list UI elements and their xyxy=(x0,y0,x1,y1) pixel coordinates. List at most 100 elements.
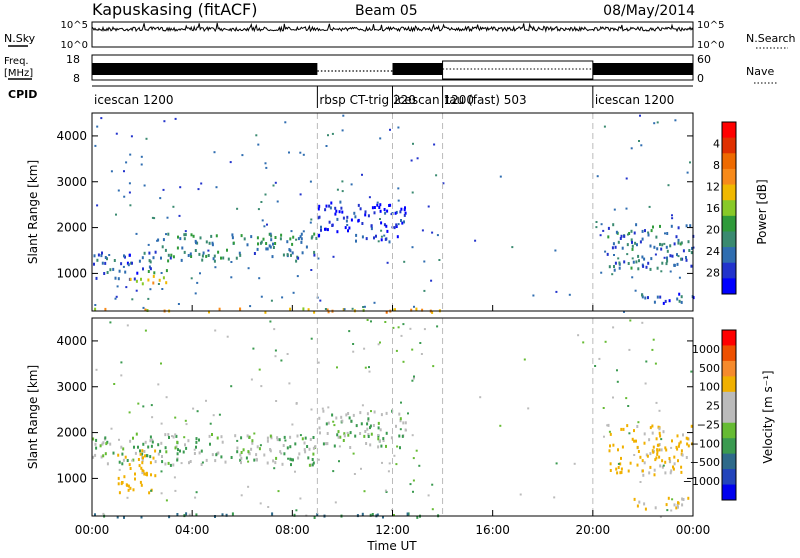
data-cell xyxy=(324,208,327,212)
data-cell xyxy=(415,449,418,452)
data-cell xyxy=(121,462,124,466)
data-cell xyxy=(269,449,272,453)
data-cell xyxy=(199,236,202,240)
data-cell xyxy=(325,145,328,147)
data-cell xyxy=(175,434,178,438)
data-cell xyxy=(527,407,530,410)
data-cell xyxy=(348,416,351,420)
power-colorbar: 4 8 12 16 20 24 28 xyxy=(706,121,737,295)
data-cell xyxy=(301,251,304,255)
data-cell xyxy=(360,422,363,426)
data-cell xyxy=(399,419,402,423)
power-y-label: Slant Range [km] xyxy=(26,160,40,264)
data-cell xyxy=(241,154,244,157)
data-cell xyxy=(687,496,690,500)
data-cell xyxy=(109,268,112,272)
data-cell xyxy=(377,421,380,425)
data-cell xyxy=(677,459,679,463)
data-cell xyxy=(221,440,224,444)
data-cell xyxy=(686,437,689,441)
data-cell xyxy=(318,416,321,420)
data-cell xyxy=(188,513,191,516)
data-cell xyxy=(196,281,199,284)
y-tick-label: 3000 xyxy=(56,175,87,189)
data-cell xyxy=(360,467,362,470)
data-cell xyxy=(654,253,657,256)
data-cell xyxy=(680,449,683,453)
data-cell xyxy=(167,461,170,465)
data-cell xyxy=(685,256,687,259)
colorbar-swatch xyxy=(722,360,736,377)
data-cell xyxy=(669,244,672,248)
data-cell xyxy=(263,225,266,228)
data-cell xyxy=(262,237,265,241)
colorbar-swatch xyxy=(722,469,736,486)
data-cell xyxy=(295,509,298,512)
data-cell xyxy=(431,483,434,486)
data-cell xyxy=(150,444,153,448)
data-cell xyxy=(290,253,292,257)
data-cell xyxy=(339,435,342,439)
data-cell xyxy=(284,121,287,124)
data-cell xyxy=(163,120,166,123)
data-cell xyxy=(275,456,278,460)
data-cell xyxy=(373,236,375,240)
data-cell xyxy=(398,434,401,438)
data-cell xyxy=(334,206,337,210)
data-cell xyxy=(393,226,396,230)
data-cell xyxy=(382,437,385,441)
data-cell xyxy=(639,455,642,459)
data-cell xyxy=(126,324,129,327)
colorbar-frame xyxy=(721,121,737,295)
data-cell xyxy=(283,452,286,456)
data-cell xyxy=(180,462,183,465)
data-cell xyxy=(177,448,179,452)
data-cell xyxy=(629,461,632,465)
data-cell xyxy=(125,286,128,289)
data-cell xyxy=(630,238,633,242)
data-cell xyxy=(256,236,259,240)
data-cell xyxy=(431,508,434,511)
data-cell xyxy=(621,246,624,250)
data-cell xyxy=(367,433,370,437)
colorbar-swatch xyxy=(722,184,736,201)
data-cell xyxy=(308,447,311,451)
data-cell xyxy=(140,515,143,519)
data-cell xyxy=(295,238,298,241)
data-cell xyxy=(677,505,679,509)
data-cell xyxy=(343,432,346,436)
data-cell xyxy=(330,201,333,205)
data-cell xyxy=(380,235,383,238)
data-cell xyxy=(636,504,639,508)
data-cell xyxy=(643,461,646,465)
data-cell xyxy=(656,247,659,251)
data-cell xyxy=(100,117,103,120)
data-cell xyxy=(661,459,664,463)
data-cell xyxy=(304,450,307,454)
data-cell xyxy=(144,454,146,458)
data-cell xyxy=(355,424,358,428)
data-cell xyxy=(676,447,679,451)
data-cell xyxy=(367,435,370,438)
power-panel: 1000 2000 3000 4000 Slant Range [km] 4 8 12 16… xyxy=(26,112,769,314)
data-cell xyxy=(340,206,343,210)
data-cell xyxy=(184,233,187,237)
data-cell xyxy=(643,432,646,436)
data-cell xyxy=(320,228,322,232)
data-cell xyxy=(623,310,625,313)
data-cell xyxy=(115,295,118,298)
data-cell xyxy=(341,180,344,183)
data-cell xyxy=(129,277,132,281)
data-cell xyxy=(609,444,611,448)
velocity-colorbar-label: Velocity [m s⁻¹] xyxy=(761,370,775,463)
data-cell xyxy=(253,432,256,435)
data-cell xyxy=(144,308,147,312)
data-cell xyxy=(623,260,626,264)
data-cell xyxy=(212,257,215,261)
data-cell xyxy=(313,310,316,314)
data-cell xyxy=(258,368,261,371)
data-cell xyxy=(129,153,132,156)
data-cell xyxy=(668,299,671,303)
data-cell xyxy=(247,267,250,270)
data-cell xyxy=(187,254,190,257)
